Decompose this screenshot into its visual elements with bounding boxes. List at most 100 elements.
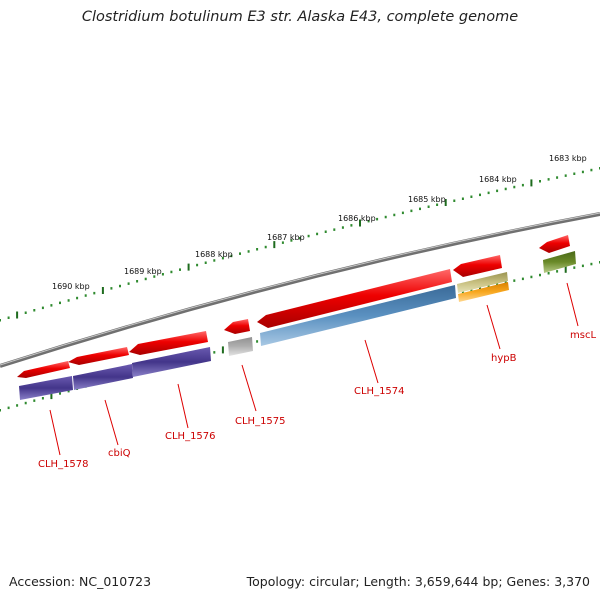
gene-box-clh1574-blue[interactable] bbox=[260, 285, 456, 346]
minor-tick bbox=[33, 399, 36, 402]
gene-arrow-cbiq-red[interactable] bbox=[68, 347, 129, 365]
minor-tick bbox=[239, 252, 241, 255]
minor-tick bbox=[461, 197, 464, 200]
minor-tick bbox=[41, 306, 44, 310]
major-tick bbox=[221, 346, 224, 354]
gene-box-cbiq-purple[interactable] bbox=[73, 364, 133, 390]
major-tick bbox=[564, 265, 567, 273]
leader-line bbox=[49, 409, 61, 456]
minor-tick bbox=[264, 245, 267, 249]
minor-tick bbox=[179, 268, 181, 271]
minor-tick bbox=[521, 277, 524, 281]
minor-tick bbox=[67, 299, 70, 302]
accession-text: Accession: NC_010723 bbox=[9, 574, 152, 589]
major-tick bbox=[359, 219, 361, 227]
genome-summary-text: Topology: circular; Length: 3,659,644 bp… bbox=[246, 574, 590, 589]
leader-line bbox=[364, 339, 379, 384]
gene-label-clh1575[interactable]: CLH_1575 bbox=[235, 416, 286, 427]
forward-strand-features bbox=[17, 235, 570, 378]
minor-tick bbox=[84, 294, 87, 297]
minor-tick bbox=[153, 275, 156, 278]
minor-tick bbox=[144, 277, 147, 281]
gene-arrow-clh1576-red[interactable] bbox=[129, 331, 208, 355]
leader-line bbox=[241, 364, 257, 412]
minor-tick bbox=[556, 270, 559, 273]
gene-box-clh1575-gray[interactable] bbox=[228, 337, 253, 356]
minor-tick bbox=[41, 397, 44, 400]
minor-tick bbox=[556, 176, 559, 179]
minor-tick bbox=[487, 191, 490, 195]
gene-label-clh1574[interactable]: CLH_1574 bbox=[354, 386, 405, 397]
gene-arrow-clh1575-red[interactable] bbox=[224, 319, 250, 334]
minor-tick bbox=[539, 180, 541, 183]
minor-tick bbox=[0, 319, 1, 322]
gene-box-hypb-tan[interactable] bbox=[457, 272, 508, 293]
minor-tick bbox=[93, 291, 96, 295]
minor-tick bbox=[59, 301, 61, 305]
kbp-labels: 1683 kbp 1684 kbp 1685 kbp 1686 kbp 1687… bbox=[52, 154, 587, 291]
gene-box-clh1578-purple[interactable] bbox=[19, 376, 73, 400]
minor-tick bbox=[24, 401, 27, 405]
kbp-label: 1686 kbp bbox=[338, 214, 376, 223]
minor-tick bbox=[33, 309, 36, 312]
minor-tick bbox=[213, 351, 216, 354]
minor-tick bbox=[470, 289, 473, 292]
kbp-label: 1688 kbp bbox=[195, 250, 233, 259]
leader-line bbox=[104, 399, 119, 446]
gene-box-hypb-orange[interactable] bbox=[458, 282, 509, 302]
minor-tick bbox=[247, 250, 250, 253]
genome-backbone-highlight bbox=[0, 212, 600, 366]
gene-arrow-mscl-red[interactable] bbox=[539, 235, 570, 253]
minor-tick bbox=[479, 193, 481, 197]
gene-label-mscl[interactable]: mscL bbox=[570, 330, 596, 341]
outer-tick-ring bbox=[0, 167, 600, 322]
kbp-label: 1683 kbp bbox=[549, 154, 587, 163]
minor-tick bbox=[16, 404, 19, 407]
minor-tick bbox=[393, 213, 396, 217]
major-tick bbox=[530, 179, 533, 187]
gene-label-cbiq[interactable]: cbiQ bbox=[108, 448, 131, 459]
reverse-strand-features bbox=[19, 251, 576, 400]
minor-tick bbox=[410, 209, 413, 213]
gene-arrow-clh1574-red[interactable] bbox=[257, 269, 452, 328]
minor-tick bbox=[496, 283, 499, 286]
gene-box-clh1576-purple[interactable] bbox=[132, 347, 211, 377]
kbp-label: 1687 kbp bbox=[267, 233, 305, 242]
minor-tick bbox=[419, 207, 421, 211]
gene-label-hypb[interactable]: hypB bbox=[491, 353, 517, 364]
gene-label-clh1578[interactable]: CLH_1578 bbox=[38, 459, 89, 470]
gene-arrow-hypb-red[interactable] bbox=[453, 255, 502, 277]
minor-tick bbox=[110, 287, 113, 290]
leader-line bbox=[177, 383, 189, 429]
major-tick bbox=[50, 392, 53, 400]
minor-tick bbox=[401, 211, 404, 215]
kbp-label: 1685 kbp bbox=[408, 195, 446, 204]
gene-box-mscl-olive[interactable] bbox=[543, 251, 576, 273]
minor-tick bbox=[367, 219, 370, 223]
minor-tick bbox=[496, 189, 499, 193]
minor-tick bbox=[7, 316, 10, 319]
minor-tick bbox=[590, 262, 593, 266]
minor-tick bbox=[136, 280, 139, 283]
minor-tick bbox=[196, 263, 199, 267]
minor-tick bbox=[7, 406, 10, 410]
gene-labels: CLH_1578 cbiQ CLH_1576 CLH_1575 CLH_1574… bbox=[38, 330, 596, 470]
minor-tick bbox=[307, 234, 310, 238]
kbp-label: 1689 kbp bbox=[124, 267, 162, 276]
minor-tick bbox=[470, 195, 473, 198]
gene-label-clh1576[interactable]: CLH_1576 bbox=[165, 431, 216, 442]
minor-tick bbox=[504, 187, 507, 191]
minor-tick bbox=[170, 270, 173, 274]
minor-tick bbox=[547, 178, 550, 181]
minor-tick bbox=[530, 275, 533, 279]
minor-tick bbox=[333, 228, 336, 231]
gene-arrow-clh1578-red[interactable] bbox=[17, 361, 70, 378]
minor-tick bbox=[513, 279, 516, 282]
minor-tick bbox=[24, 311, 27, 314]
minor-tick bbox=[504, 281, 507, 284]
minor-tick bbox=[59, 392, 61, 395]
minor-tick bbox=[204, 261, 207, 264]
minor-tick bbox=[521, 183, 524, 187]
minor-tick bbox=[230, 254, 233, 258]
